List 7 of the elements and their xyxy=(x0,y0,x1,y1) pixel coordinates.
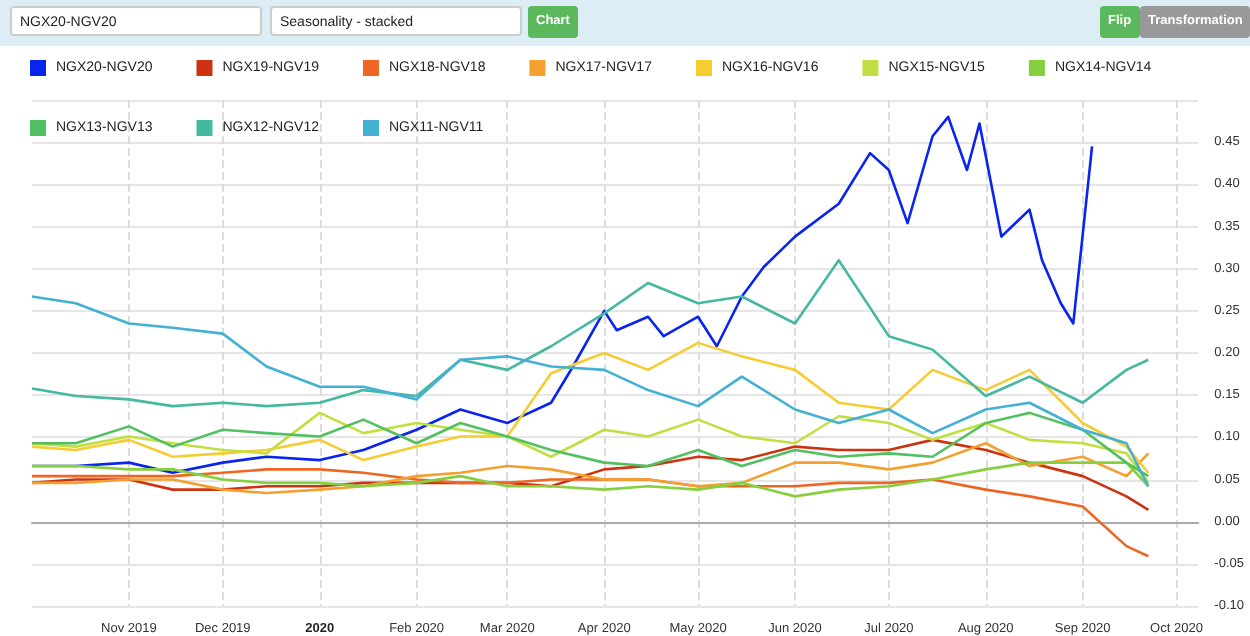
line-series xyxy=(30,468,1150,558)
line-series xyxy=(30,461,1150,498)
line-series xyxy=(30,441,1150,495)
line-series xyxy=(30,295,1150,488)
line-series xyxy=(30,438,1150,512)
line-series xyxy=(30,258,1150,408)
line-series xyxy=(30,341,1150,475)
